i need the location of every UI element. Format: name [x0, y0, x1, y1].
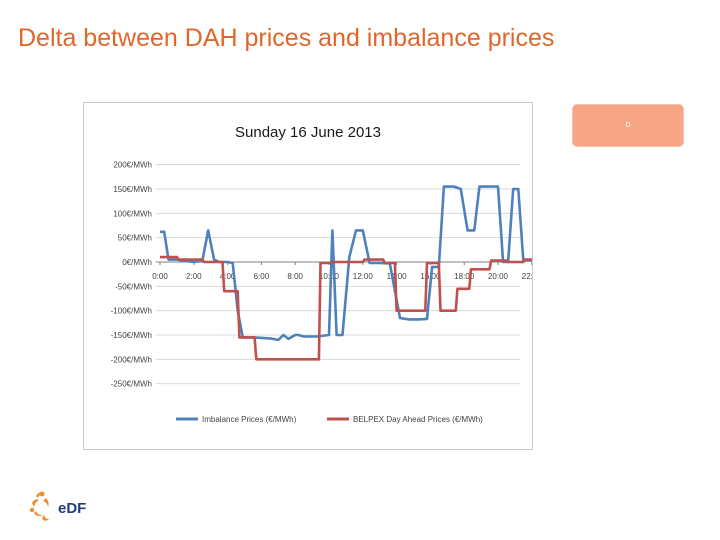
x-tick-label: 0:00 — [152, 272, 168, 281]
page-title: Delta between DAH prices and imbalance p… — [18, 24, 555, 52]
x-tick-label: 10:00 — [319, 272, 340, 281]
x-tick-label: 14:00 — [387, 272, 408, 281]
y-tick-label: 50€/MWh — [118, 234, 152, 243]
price-chart: Sunday 16 June 2013 200€/MWh 150€/MWh 100€/… — [111, 124, 532, 424]
edf-logo-mark — [29, 491, 49, 521]
x-tick-label: 22:00 — [522, 272, 532, 281]
x-tick-label: 6:00 — [254, 272, 270, 281]
chart-frame: Sunday 16 June 2013 200€/MWh 150€/MWh 100€/… — [83, 102, 533, 450]
chart-title: Sunday 16 June 2013 — [235, 124, 381, 141]
y-tick-label: -150€/MWh — [111, 331, 152, 340]
x-tick-label: 2:00 — [186, 272, 202, 281]
x-tick-label: 20:00 — [488, 272, 509, 281]
y-tick-label: -250€/MWh — [111, 380, 152, 389]
x-tick-label: 8:00 — [287, 272, 303, 281]
y-tick-label: 100€/MWh — [113, 209, 152, 218]
y-tick-label: -200€/MWh — [111, 355, 152, 364]
y-tick-label: 0€/MWh — [122, 258, 152, 267]
x-tick-label: 12:00 — [353, 272, 374, 281]
day-ahead-price-line — [160, 255, 532, 361]
edf-logo-text: eDF — [58, 500, 86, 517]
legend-label-day-ahead: BELPEX Day Ahead Prices (€/MWh) — [353, 415, 483, 424]
edf-logo: eDF — [29, 491, 86, 521]
x-tick-label: 18:00 — [454, 272, 475, 281]
y-tick-label: -50€/MWh — [115, 282, 152, 291]
note-box[interactable]: D — [572, 104, 684, 147]
x-tick-label: 4:00 — [220, 272, 236, 281]
y-tick-label: 150€/MWh — [113, 185, 152, 194]
y-tick-label: -100€/MWh — [111, 307, 152, 316]
legend-label-imbalance: Imbalance Prices (€/MWh) — [202, 415, 297, 424]
y-tick-label: 200€/MWh — [113, 161, 152, 170]
